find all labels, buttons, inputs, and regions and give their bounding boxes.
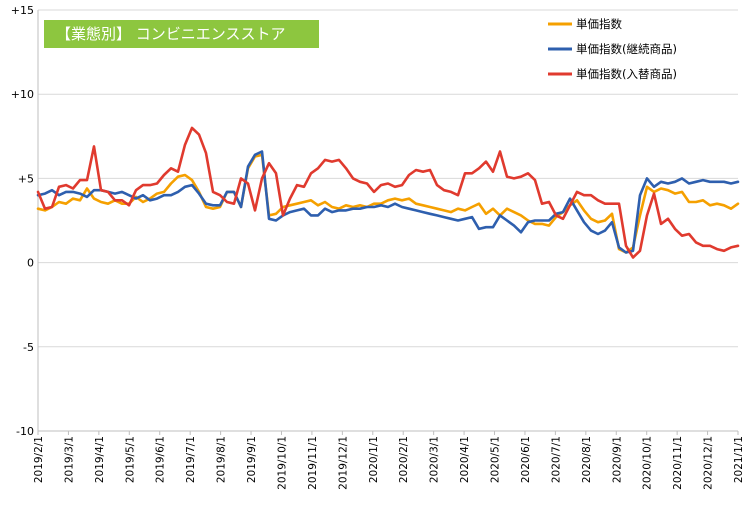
- x-tick-label: 2019/9/1: [246, 436, 258, 483]
- x-tick-label: 2019/2/1: [33, 436, 45, 483]
- x-tick-label: 2020/2/1: [398, 436, 410, 483]
- y-tick-label: -5: [23, 341, 34, 354]
- y-tick-label: +5: [18, 172, 34, 185]
- x-tick-label: 2020/9/1: [611, 436, 623, 483]
- series-line-2: [36, 150, 740, 254]
- x-tick-label: 2020/11/1: [672, 436, 684, 490]
- chart-title-box: 【業態別】 コンビニエンスストア: [44, 20, 319, 48]
- x-tick-label: 2019/7/1: [185, 436, 197, 483]
- y-tick-label: -10: [16, 425, 34, 438]
- x-tick-label: 2019/12/1: [337, 436, 349, 490]
- x-tick-label: 2020/8/1: [581, 436, 593, 483]
- x-tick-label: 2021/1/1: [733, 436, 742, 483]
- y-tick-label: +10: [11, 88, 34, 101]
- x-tick-label: 2020/7/1: [550, 436, 562, 483]
- y-tick-label: 0: [27, 257, 34, 270]
- legend-label: 単価指数(継続商品): [576, 42, 677, 56]
- x-tick-label: 2020/3/1: [429, 436, 441, 483]
- x-tick-label: 2019/4/1: [94, 436, 106, 483]
- y-tick-label: +15: [11, 4, 34, 17]
- x-tick-label: 2019/5/1: [124, 436, 136, 483]
- series-lines: [36, 126, 740, 259]
- x-tick-label: 2020/10/1: [642, 436, 654, 490]
- grid-lines: [37, 9, 738, 432]
- x-tick-label: 2020/1/1: [368, 436, 380, 483]
- x-tick-label: 2020/6/1: [520, 436, 532, 483]
- series-line-1: [36, 153, 740, 254]
- chart-title-background: [44, 20, 319, 48]
- legend-label: 単価指数: [576, 17, 622, 31]
- x-tick-label: 2019/3/1: [63, 436, 75, 483]
- x-tick-label: 2019/6/1: [155, 436, 167, 483]
- series-line-3: [36, 126, 740, 259]
- legend-label: 単価指数(入替商品): [576, 67, 677, 81]
- x-tick-label: 2020/12/1: [703, 436, 715, 490]
- y-axis: +15 +10 +5 0 -5 -10: [11, 4, 34, 438]
- x-tick-label: 2019/10/1: [276, 436, 288, 490]
- x-tick-label: 2019/11/1: [307, 436, 319, 490]
- x-axis: 2019/2/1 2019/3/1 2019/4/1 2019/5/1 2019/6/1…: [33, 431, 742, 490]
- x-tick-label: 2019/8/1: [216, 436, 228, 483]
- x-tick-label: 2020/5/1: [490, 436, 502, 483]
- chart-title: 【業態別】 コンビニエンスストア: [56, 25, 285, 43]
- x-tick-label: 2020/4/1: [459, 436, 471, 483]
